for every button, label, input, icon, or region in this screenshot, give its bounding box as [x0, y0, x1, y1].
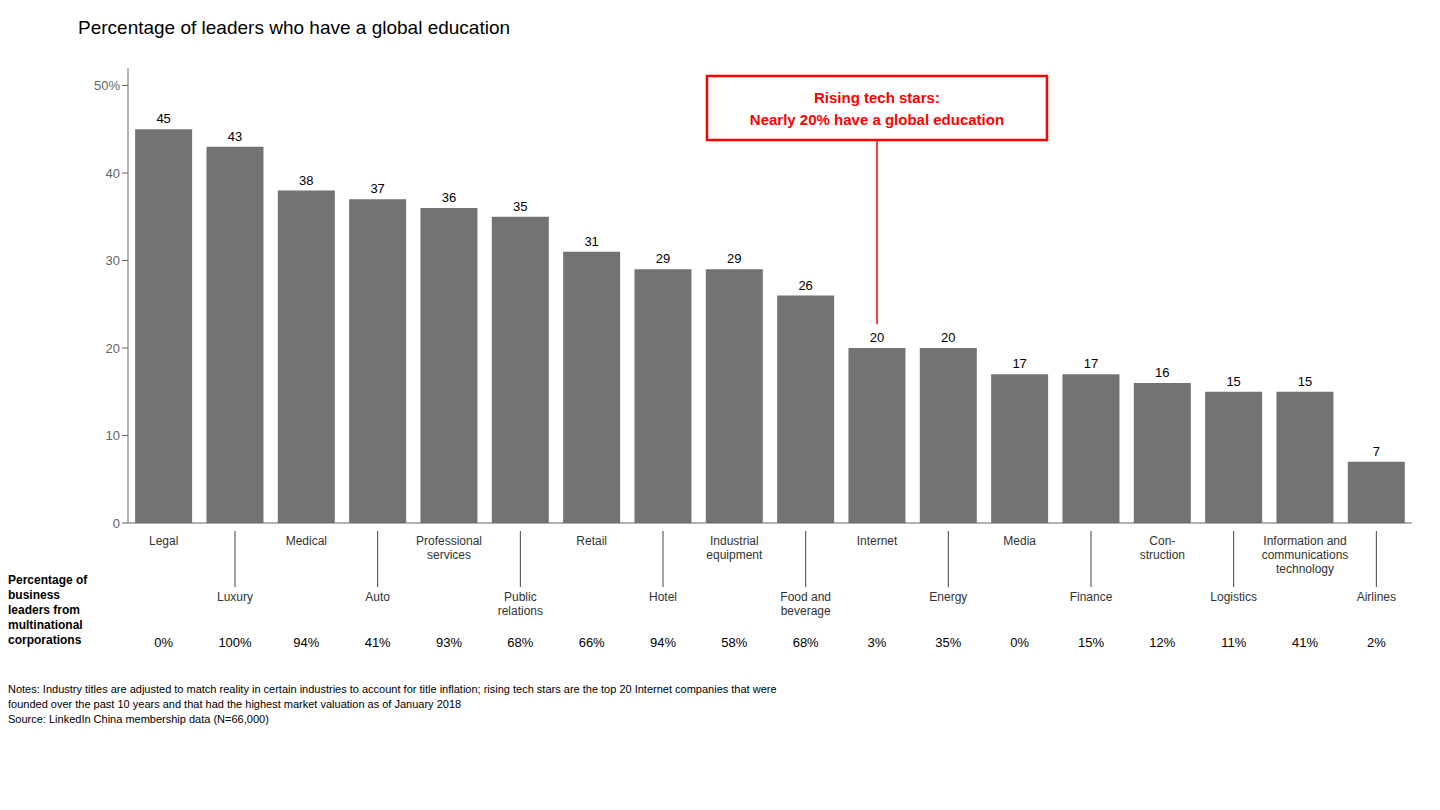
html-text:Percentage of leaders who have: Percentage of leaders who have a global …: [78, 17, 510, 38]
svg-text:Auto: Auto: [365, 590, 390, 604]
svg-text:Retail: Retail: [576, 534, 607, 548]
svg-text:Rising tech stars:Nearly 20% h: Rising tech stars:Nearly 20% have a glob…: [750, 89, 1004, 128]
svg-text:38: 38: [299, 173, 313, 188]
svg-text:Energy: Energy: [929, 590, 967, 604]
svg-text:20: 20: [870, 330, 884, 345]
svg-text:Food andbeverage: Food andbeverage: [780, 590, 831, 618]
svg-text:20: 20: [941, 330, 955, 345]
svg-text:2%: 2%: [1367, 635, 1386, 650]
svg-text:0%: 0%: [1010, 635, 1029, 650]
svg-text:15: 15: [1226, 374, 1240, 389]
svg-text:100%: 100%: [218, 635, 252, 650]
svg-text:Professionalservices: Professionalservices: [416, 534, 482, 562]
svg-text:43: 43: [228, 129, 242, 144]
svg-text:15: 15: [1298, 374, 1312, 389]
svg-text:66%: 66%: [579, 635, 605, 650]
svg-text:15%: 15%: [1078, 635, 1104, 650]
svg-text:40: 40: [106, 166, 120, 181]
svg-text:58%: 58%: [721, 635, 747, 650]
svg-text:Airlines: Airlines: [1357, 590, 1396, 604]
svg-text:12%: 12%: [1149, 635, 1175, 650]
svg-text:Luxury: Luxury: [217, 590, 253, 604]
svg-text:Medical: Medical: [286, 534, 327, 548]
svg-text:Internet: Internet: [857, 534, 898, 548]
svg-text:Finance: Finance: [1070, 590, 1113, 604]
html-text:Notes: Industry titles are adj: Notes: Industry titles are adjusted to m…: [8, 683, 777, 725]
svg-text:31: 31: [584, 234, 598, 249]
svg-text:68%: 68%: [793, 635, 819, 650]
svg-text:7: 7: [1373, 444, 1380, 459]
svg-text:93%: 93%: [436, 635, 462, 650]
svg-text:Information andcommunicationst: Information andcommunicationstechnology: [1262, 534, 1349, 576]
svg-text:Con-struction: Con-struction: [1140, 534, 1185, 562]
svg-text:11%: 11%: [1221, 635, 1246, 650]
svg-text:68%: 68%: [507, 635, 533, 650]
svg-text:17: 17: [1084, 356, 1098, 371]
svg-text:Hotel: Hotel: [649, 590, 677, 604]
svg-text:Publicrelations: Publicrelations: [498, 590, 543, 618]
html-text:Percentage of business leaders: Percentage of business leaders from mult…: [8, 573, 88, 647]
svg-text:37: 37: [370, 181, 384, 196]
svg-text:35%: 35%: [935, 635, 961, 650]
svg-text:30: 30: [106, 253, 120, 268]
svg-text:45: 45: [156, 111, 170, 126]
svg-text:0: 0: [113, 516, 120, 531]
svg-text:16: 16: [1155, 365, 1169, 380]
svg-text:Legal: Legal: [149, 534, 178, 548]
svg-text:94%: 94%: [650, 635, 676, 650]
svg-text:Media: Media: [1003, 534, 1036, 548]
svg-text:41%: 41%: [365, 635, 391, 650]
svg-text:41%: 41%: [1292, 635, 1318, 650]
svg-text:94%: 94%: [293, 635, 319, 650]
svg-text:29: 29: [656, 251, 670, 266]
svg-text:50%: 50%: [94, 78, 120, 93]
svg-text:26: 26: [798, 278, 812, 293]
svg-text:20: 20: [106, 341, 120, 356]
svg-text:29: 29: [727, 251, 741, 266]
svg-text:Logistics: Logistics: [1210, 590, 1257, 604]
svg-text:35: 35: [513, 199, 527, 214]
svg-text:36: 36: [442, 190, 456, 205]
svg-text:17: 17: [1012, 356, 1026, 371]
svg-text:Industrialequipment: Industrialequipment: [706, 534, 763, 562]
svg-text:0%: 0%: [154, 635, 173, 650]
svg-text:10: 10: [106, 428, 120, 443]
svg-text:3%: 3%: [868, 635, 887, 650]
